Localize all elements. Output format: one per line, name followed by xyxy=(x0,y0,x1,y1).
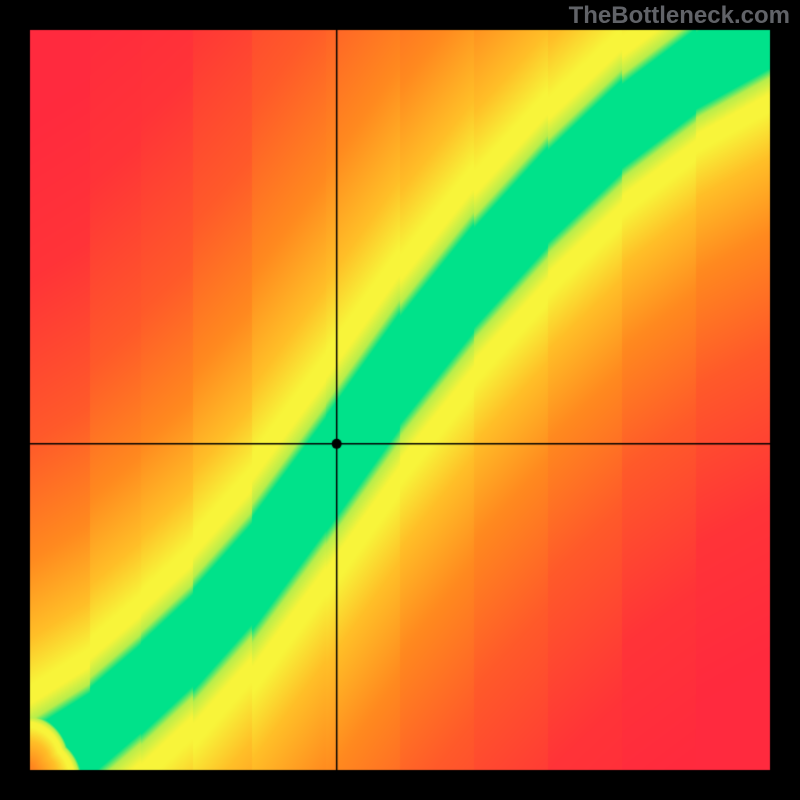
chart-container: TheBottleneck.com xyxy=(0,0,800,800)
heatmap-canvas xyxy=(0,0,800,800)
watermark-text: TheBottleneck.com xyxy=(569,2,790,30)
